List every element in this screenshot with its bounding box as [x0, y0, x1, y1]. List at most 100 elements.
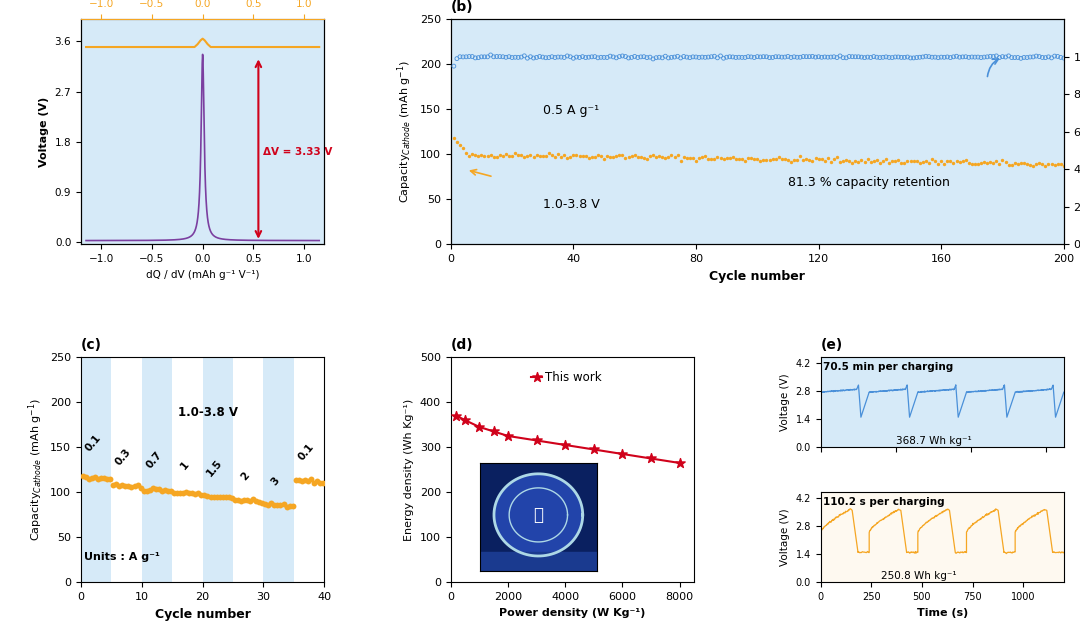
Point [528, 435, 545, 445]
Point [923, 154, 941, 164]
Point [642, 151, 659, 161]
Text: (d): (d) [450, 338, 473, 352]
Text: 0.1: 0.1 [296, 442, 315, 463]
Point [985, 51, 1002, 61]
Point [865, 51, 882, 61]
Point [278, 502, 295, 512]
Point [311, 478, 328, 488]
Point [251, 497, 268, 508]
Point [975, 157, 993, 168]
Point [740, 153, 757, 163]
Point [872, 157, 889, 168]
Point [540, 148, 557, 158]
Point [752, 52, 769, 62]
Point [700, 52, 717, 62]
Point [963, 52, 981, 62]
Point [875, 156, 892, 166]
Point [712, 153, 729, 163]
Point [912, 52, 929, 62]
Text: 368.7 Wh kg⁻¹: 368.7 Wh kg⁻¹ [895, 436, 972, 446]
Point [1037, 161, 1054, 171]
Point [648, 152, 665, 163]
Point [975, 52, 993, 62]
Point [623, 52, 640, 63]
Point [832, 157, 849, 167]
Point [626, 51, 644, 61]
Point [954, 52, 971, 62]
Point [908, 156, 926, 166]
Point [232, 496, 249, 506]
Point [948, 156, 966, 166]
Point [800, 52, 818, 62]
Point [451, 52, 469, 62]
Point [470, 151, 487, 161]
Point [1000, 159, 1017, 170]
Point [314, 478, 332, 488]
Point [819, 153, 836, 163]
Point [705, 51, 723, 61]
Point [445, 132, 462, 143]
Point [660, 152, 677, 162]
Point [460, 51, 477, 61]
Point [135, 486, 152, 497]
Point [1045, 160, 1063, 170]
Point [613, 150, 631, 161]
Point [828, 52, 846, 63]
Point [192, 490, 210, 500]
Point [917, 156, 934, 166]
Point [199, 492, 216, 502]
Point [703, 154, 720, 164]
Point [675, 152, 692, 162]
Point [451, 140, 469, 150]
Text: 70.5 min per charging: 70.5 min per charging [823, 362, 954, 372]
Point [690, 52, 707, 63]
Point [883, 156, 901, 166]
Point [755, 52, 772, 62]
Point [522, 52, 539, 62]
Point [562, 52, 579, 62]
Point [804, 156, 821, 166]
Point [202, 492, 219, 502]
Point [804, 51, 821, 61]
Point [302, 474, 320, 484]
Point [653, 52, 671, 63]
Point [550, 52, 567, 62]
Point [932, 52, 949, 62]
Point [623, 151, 640, 161]
Point [217, 492, 234, 502]
Point [957, 52, 974, 62]
Point [718, 52, 735, 62]
Point [296, 475, 313, 485]
Point [816, 52, 834, 62]
Point [605, 152, 622, 163]
Point [513, 150, 530, 160]
Point [568, 150, 585, 160]
Point [908, 52, 926, 63]
Point [875, 52, 892, 63]
Point [693, 52, 711, 62]
Point [877, 52, 894, 62]
Point [1034, 52, 1051, 63]
Point [877, 154, 894, 164]
Point [930, 159, 947, 169]
Point [510, 52, 527, 63]
Y-axis label: Voltage (V): Voltage (V) [780, 509, 789, 566]
Point [721, 153, 739, 163]
Point [284, 500, 301, 511]
Point [978, 52, 996, 62]
Text: 1: 1 [178, 460, 190, 472]
Point [1049, 51, 1066, 61]
Point [180, 488, 198, 498]
Point [632, 52, 649, 62]
Point [853, 52, 870, 62]
Point [767, 52, 784, 62]
Point [645, 54, 662, 64]
Point [951, 52, 969, 62]
Point [95, 473, 112, 483]
Point [642, 52, 659, 62]
Point [788, 52, 806, 62]
Point [887, 156, 904, 166]
Point [687, 156, 704, 166]
Point [546, 152, 564, 162]
Point [448, 411, 465, 421]
